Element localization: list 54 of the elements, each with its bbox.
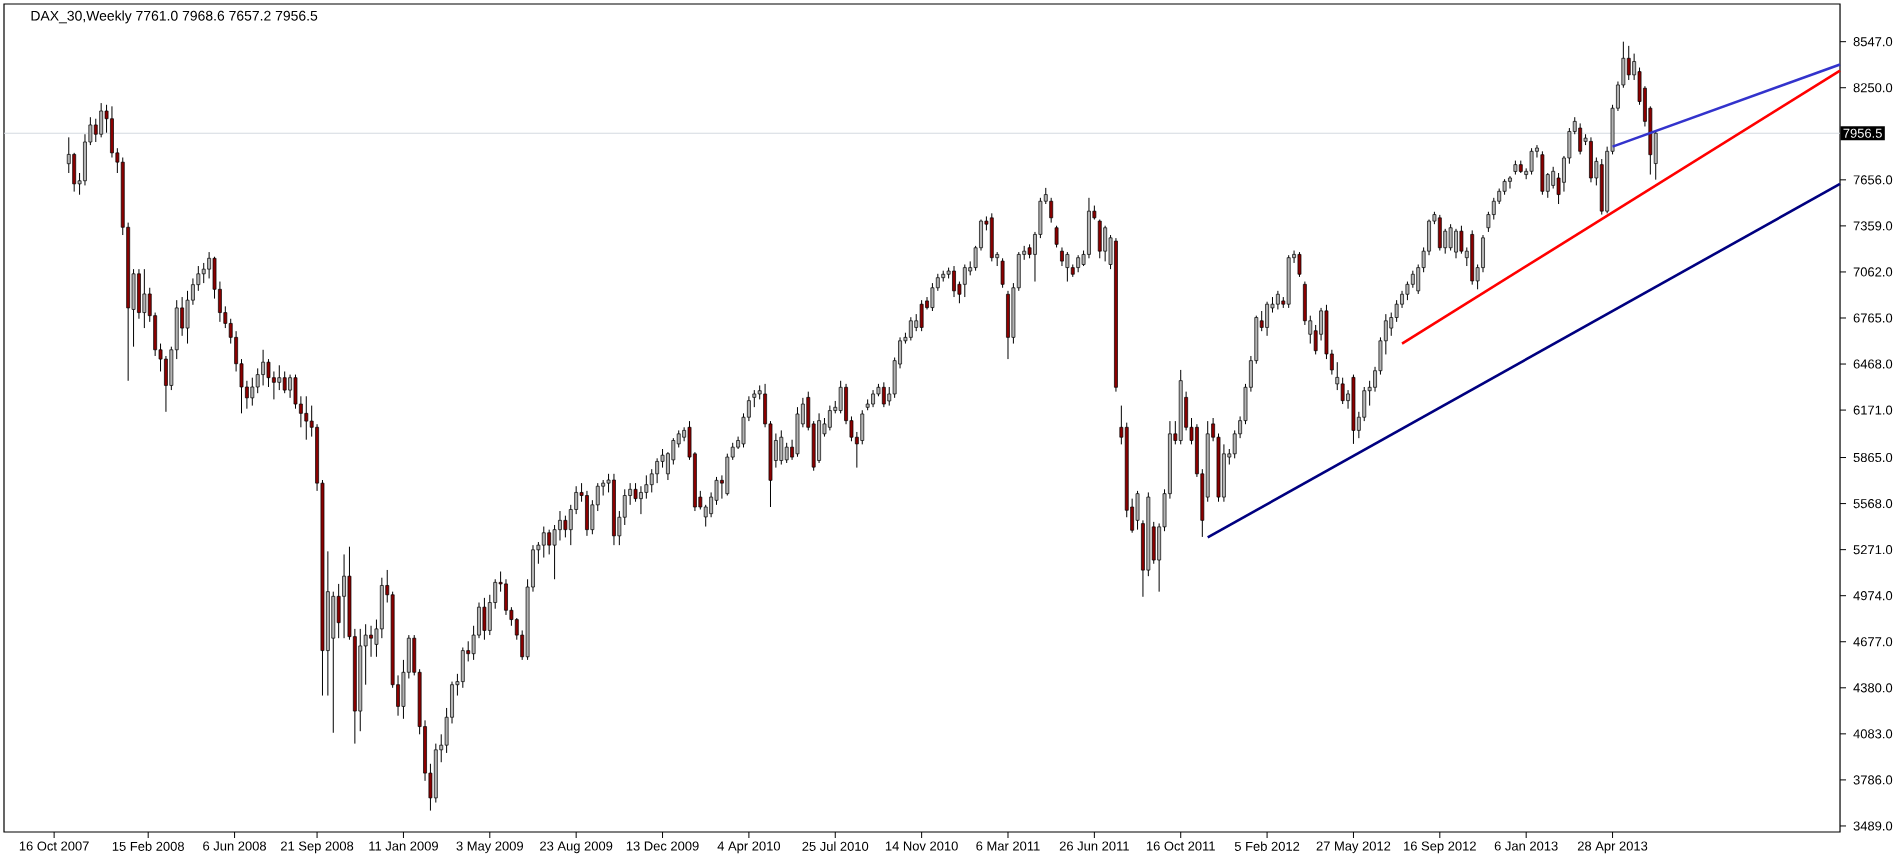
candlestick [342,553,346,639]
candlestick [304,395,309,441]
candlestick [817,412,821,464]
candlestick [919,299,924,332]
candlestick [1529,147,1534,176]
candlestick [369,625,373,658]
candlestick [1275,290,1280,310]
candlestick [1508,175,1512,190]
candlestick [784,442,789,464]
candlestick [541,526,546,559]
candlestick [1599,158,1604,216]
candlestick [585,490,589,537]
candlestick [1448,223,1453,252]
candlestick [482,597,487,641]
candlestick [795,406,800,458]
candlestick [1286,254,1291,309]
candlestick [1297,251,1302,278]
candlestick [282,370,287,394]
candlestick [1265,301,1269,337]
candlestick [962,263,967,298]
candlestick [1065,251,1070,283]
candlestick [1589,136,1593,183]
candlestick [1000,257,1005,289]
candlestick [547,529,552,555]
candlestick [827,405,832,431]
candlestick [1103,225,1108,262]
candlestick [1006,290,1010,360]
candlestick [93,118,98,143]
candlestick [1470,229,1475,286]
candlestick [1540,150,1545,196]
candlestick [655,457,660,484]
candlestick [908,316,913,341]
candlestick [563,515,568,538]
candlestick [142,268,147,329]
candlestick [952,265,956,298]
candlestick [277,364,282,391]
candlestick [99,102,104,138]
candlestick [331,591,336,734]
candlestick [1454,228,1458,259]
candlestick [261,349,265,386]
candlestick [288,374,292,399]
candlestick [1437,214,1442,252]
candlestick [930,282,935,312]
candlestick [1054,225,1059,248]
candlestick [838,380,843,414]
candlestick [460,646,465,689]
candlestick [1626,45,1631,81]
candlestick [881,381,886,408]
candlestick [989,212,994,262]
candlestick [1097,219,1102,259]
candlestick [1222,443,1226,503]
candlestick [1578,122,1583,155]
candlestick [1087,197,1091,259]
candlestick [779,429,784,466]
